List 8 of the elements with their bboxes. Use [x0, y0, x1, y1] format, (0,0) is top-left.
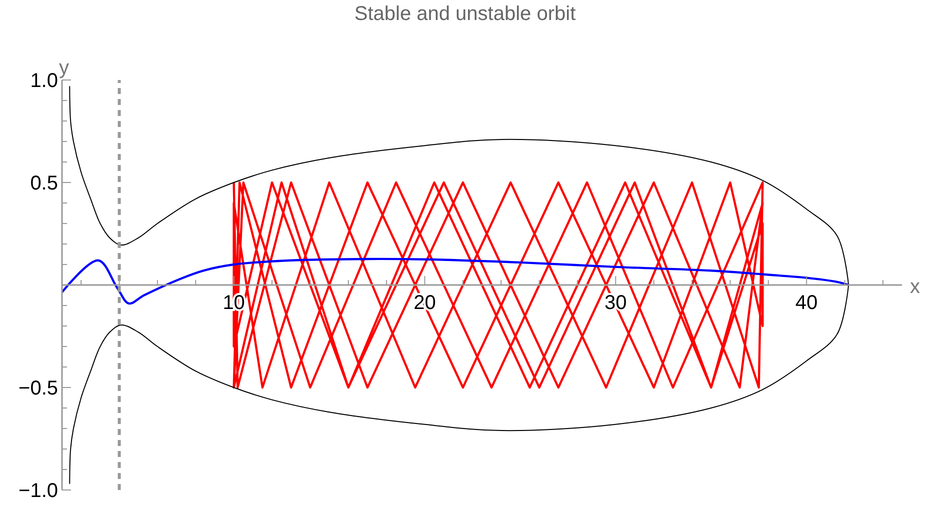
x-axis-title: x [910, 276, 920, 298]
y-tick-label: 1.0 [30, 70, 58, 92]
y-axis-title: y [59, 57, 69, 79]
y-tick-label: −0.5 [18, 378, 58, 400]
y-tick-label: −1.0 [18, 480, 58, 502]
y-tick-label: 0.5 [30, 172, 58, 194]
x-tick-label: 40 [795, 292, 818, 314]
chart-title: Stable and unstable orbit [354, 3, 576, 25]
